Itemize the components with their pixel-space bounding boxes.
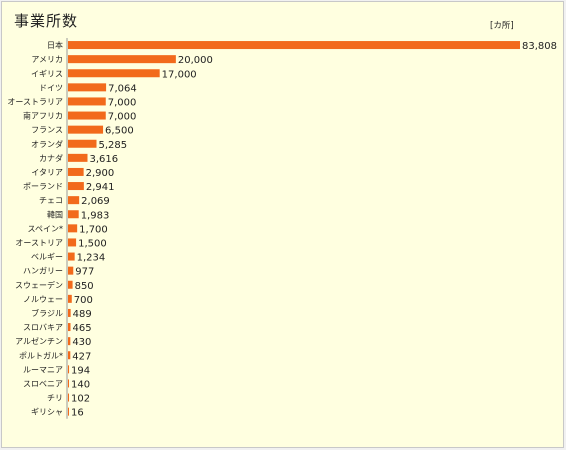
bar — [68, 379, 69, 388]
category-label: ポルトガル* — [19, 350, 63, 360]
value-label: 430 — [72, 337, 91, 348]
category-label: ドイツ — [39, 83, 63, 92]
category-label: イギリス — [31, 69, 63, 78]
bar — [68, 125, 104, 134]
bar — [68, 365, 70, 374]
category-label: スウェーデン — [15, 280, 63, 290]
value-label: 102 — [71, 394, 90, 405]
value-label: 700 — [74, 295, 93, 306]
category-label: スロベニア — [23, 379, 63, 388]
value-label: 489 — [73, 309, 92, 320]
bar — [68, 139, 97, 148]
value-label: 20,000 — [178, 55, 213, 66]
category-label: チェコ — [39, 196, 63, 205]
category-label: ハンガリー — [23, 266, 63, 276]
value-label: 5,285 — [99, 140, 128, 151]
value-label: 17,000 — [162, 69, 197, 80]
category-label: スロバキア — [23, 323, 63, 332]
bar — [68, 55, 176, 64]
bar — [68, 266, 74, 275]
bar — [68, 182, 84, 191]
bar — [68, 252, 75, 261]
value-label: 194 — [71, 365, 90, 376]
category-label: ポーランド — [23, 182, 63, 191]
value-label: 1,234 — [77, 253, 106, 264]
bar — [68, 111, 106, 120]
value-label: 6,500 — [105, 126, 134, 137]
category-label: ルーマニア — [23, 365, 63, 374]
chart-unit-label: [カ所] — [490, 21, 514, 31]
chart-title: 事業所数 — [14, 12, 79, 30]
category-label: 南アフリカ — [23, 111, 63, 121]
category-label: ギリシャ — [31, 408, 63, 417]
category-label: ベルギー — [31, 253, 63, 262]
category-label: アルゼンチン — [15, 336, 63, 346]
bar — [68, 196, 80, 205]
value-label: 7,064 — [108, 83, 137, 94]
bar — [68, 393, 69, 402]
category-label: 日本 — [47, 40, 63, 50]
category-label: オランダ — [31, 139, 63, 149]
bar — [68, 294, 72, 303]
value-label: 427 — [72, 351, 91, 362]
category-label: カナダ — [39, 153, 63, 163]
value-label: 83,808 — [522, 41, 557, 52]
bar — [68, 210, 79, 219]
bar — [68, 97, 106, 106]
category-label: チリ — [47, 394, 63, 403]
value-label: 7,000 — [108, 112, 137, 123]
value-label: 7,000 — [108, 97, 137, 108]
value-label: 2,069 — [81, 196, 110, 207]
value-label: 16 — [71, 408, 84, 419]
bar — [68, 83, 107, 92]
bar — [68, 238, 77, 247]
category-label: イタリア — [31, 168, 63, 177]
category-label: ブラジル — [31, 308, 63, 318]
category-label: スペイン* — [28, 224, 63, 233]
value-label: 2,900 — [86, 168, 115, 179]
bar — [68, 337, 71, 346]
bar — [68, 41, 520, 50]
bar — [68, 69, 160, 78]
value-label: 1,500 — [78, 238, 107, 249]
value-label: 3,616 — [90, 154, 119, 165]
category-label: オーストリア — [15, 238, 63, 247]
bar — [68, 167, 84, 176]
bar — [68, 407, 69, 416]
category-label: 韓国 — [47, 209, 63, 219]
value-label: 465 — [73, 323, 92, 334]
bar — [68, 224, 78, 233]
value-label: 1,983 — [81, 210, 110, 221]
bar — [68, 153, 88, 162]
category-label: オーストラリア — [7, 97, 63, 106]
bar — [68, 280, 73, 289]
value-label: 850 — [75, 281, 94, 292]
bar — [68, 308, 71, 317]
value-label: 2,941 — [86, 182, 115, 193]
bar — [68, 323, 71, 332]
bar — [68, 351, 71, 360]
category-label: ノルウェー — [23, 295, 63, 304]
category-label: フランス — [31, 126, 63, 135]
value-label: 140 — [71, 379, 90, 390]
category-label: アメリカ — [31, 55, 63, 64]
value-label: 1,700 — [79, 224, 108, 235]
value-label: 977 — [75, 267, 94, 278]
